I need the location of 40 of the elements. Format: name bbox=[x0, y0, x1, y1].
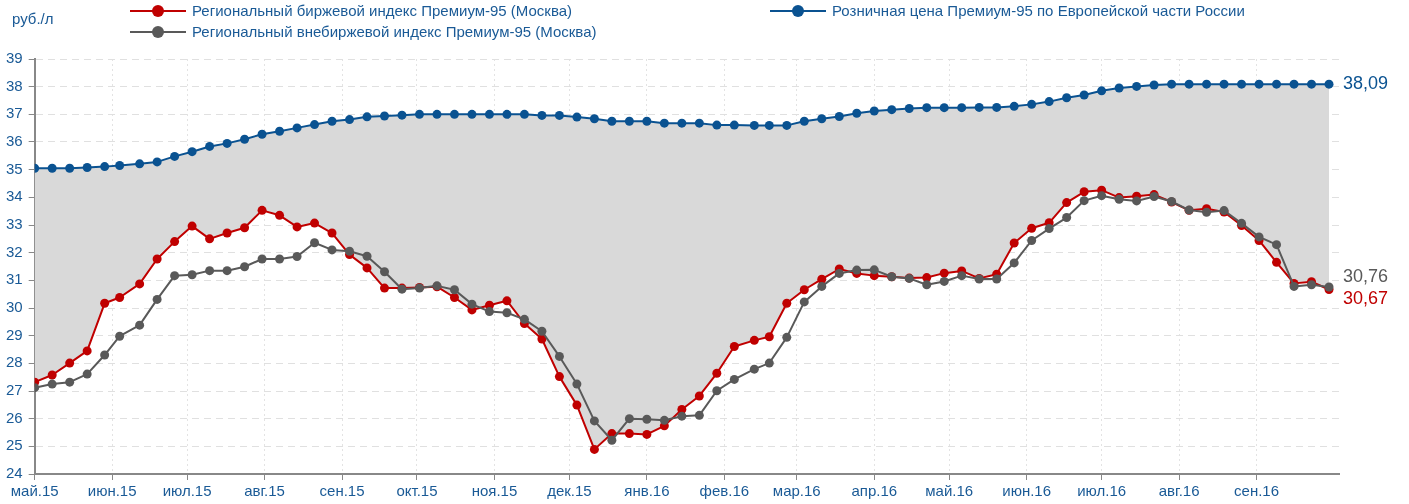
y-tick-label: 36 bbox=[6, 132, 23, 150]
y-tick-label: 29 bbox=[6, 325, 23, 343]
x-tick-label: июн.16 bbox=[1002, 482, 1052, 500]
y-tick-label: 27 bbox=[6, 381, 23, 399]
y-tick-label: 37 bbox=[6, 104, 23, 122]
x-tick-label: июл.16 bbox=[1077, 482, 1127, 500]
y-tick-label: 31 bbox=[6, 270, 23, 288]
x-tick-label: авг.15 bbox=[244, 482, 285, 500]
x-tick-label: фев.16 bbox=[699, 482, 750, 500]
x-tick-label: ноя.15 bbox=[471, 482, 518, 500]
y-tick-label: 35 bbox=[6, 159, 23, 177]
y-tick-label: 26 bbox=[6, 408, 23, 426]
y-tick-label: 38 bbox=[6, 76, 23, 94]
y-tick-label: 25 bbox=[6, 436, 23, 454]
y-tick-label: 34 bbox=[6, 187, 23, 205]
x-tick-label: дек.15 bbox=[547, 482, 592, 500]
y-axis-title: руб./л bbox=[12, 10, 54, 27]
y-tick-label: 33 bbox=[6, 215, 23, 233]
x-tick-label: июн.15 bbox=[87, 482, 137, 500]
x-tick-label: янв.16 bbox=[624, 482, 670, 500]
y-tick-label: 30 bbox=[6, 298, 23, 316]
legend-label: Розничная цена Премиум-95 по Европейской части России bbox=[832, 2, 1245, 19]
y-tick-label: 39 bbox=[6, 49, 23, 67]
x-tick-label: май.16 bbox=[925, 482, 974, 500]
data-label: 30,67 bbox=[1343, 288, 1389, 309]
y-tick-label: 24 bbox=[6, 464, 23, 482]
y-tick-label: 32 bbox=[6, 242, 23, 260]
legend-label: Региональный внебиржевой индекс Премиум-95 (Москва) bbox=[192, 23, 597, 40]
y-tick-label: 28 bbox=[6, 353, 23, 371]
data-label: 38,09 bbox=[1343, 73, 1389, 94]
x-tick-label: авг.16 bbox=[1158, 482, 1200, 500]
x-tick-label: мар.16 bbox=[772, 482, 821, 500]
x-tick-label: сен.16 bbox=[1234, 482, 1280, 500]
x-tick-label: июл.15 bbox=[162, 482, 212, 500]
x-tick-label: апр.16 bbox=[851, 482, 898, 500]
legend-label: Региональный биржевой индекс Премиум-95 (Москва) bbox=[192, 2, 573, 19]
x-tick-label: окт.15 bbox=[396, 482, 438, 500]
x-tick-label: сен.15 bbox=[319, 482, 365, 500]
data-label: 30,76 bbox=[1343, 266, 1389, 287]
x-tick-label: май.15 bbox=[10, 482, 59, 500]
